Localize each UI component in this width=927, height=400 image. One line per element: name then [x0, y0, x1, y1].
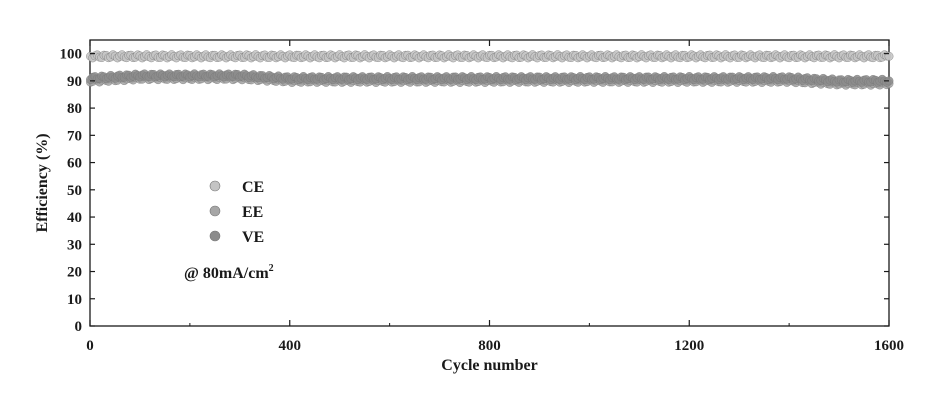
- current-density-note: @ 80mA/cm2: [184, 263, 274, 282]
- x-tick-label: 800: [478, 338, 501, 354]
- legend-marker-ve: [210, 231, 220, 241]
- ticks-layer: 0 10 20 30 40 50 60 70 80 90 100 0 400 800 1200 1600: [60, 40, 905, 354]
- y-axis-title: Efficiency (%): [34, 133, 51, 232]
- series-layer: [86, 51, 893, 90]
- y-tick-label: 40: [67, 210, 82, 226]
- x-axis-title: Cycle number: [441, 357, 537, 374]
- y-tick-label: 30: [67, 237, 82, 253]
- y-tick-label: 20: [67, 265, 82, 281]
- x-tick-label: 400: [279, 338, 302, 354]
- y-tick-label: 50: [67, 183, 82, 199]
- y-tick-label: 10: [67, 292, 82, 308]
- legend-label-ve: VE: [242, 229, 264, 246]
- legend-marker-ce: [210, 181, 220, 191]
- x-tick-label: 0: [86, 338, 94, 354]
- current-density-note-sup: 2: [269, 263, 274, 274]
- x-tick-label: 1600: [874, 338, 904, 354]
- legend: CE EE VE: [210, 179, 264, 246]
- y-tick-label: 70: [67, 128, 82, 144]
- y-tick-label: 60: [67, 156, 82, 172]
- y-tick-label: 100: [60, 47, 83, 63]
- legend-label-ee: EE: [242, 204, 263, 221]
- series-ce: [86, 51, 893, 63]
- y-tick-label: 80: [67, 101, 82, 117]
- current-density-note-prefix: @ 80mA/cm: [184, 265, 269, 282]
- legend-label-ce: CE: [242, 179, 264, 196]
- legend-marker-ee: [210, 206, 220, 216]
- y-tick-label: 0: [75, 319, 83, 335]
- y-tick-label: 90: [67, 74, 82, 90]
- x-tick-label: 1200: [674, 338, 704, 354]
